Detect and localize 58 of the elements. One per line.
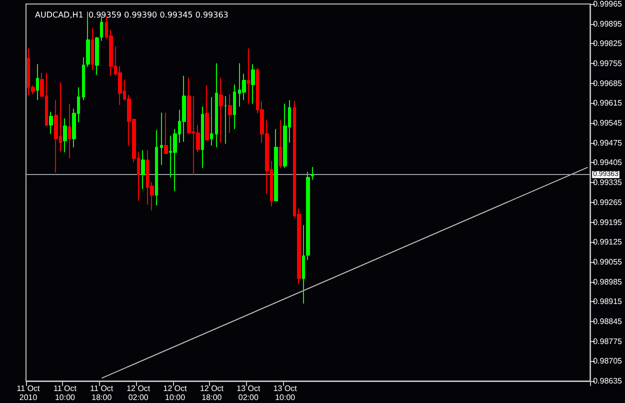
candlestick — [306, 171, 310, 260]
candlestick — [283, 103, 287, 168]
text: AUDCAD,H1 0.99359 0.99390 0.99345 0.99363 — [35, 10, 228, 20]
candlestick — [279, 120, 282, 168]
candlestick — [233, 84, 236, 130]
y-tick-label: 0.99895 — [593, 19, 623, 28]
candlestick — [91, 28, 94, 71]
y-tick-label: 0.98845 — [593, 316, 623, 326]
candlestick — [215, 62, 218, 148]
candlestick — [36, 64, 39, 101]
candlestick — [86, 11, 90, 68]
y-tick-label: 0.99755 — [593, 59, 623, 68]
candlestick — [68, 103, 71, 159]
x-tick-label: 12 Oct 18:00 — [200, 384, 224, 402]
candlestick — [302, 224, 305, 304]
y-tick-label: 0.99475 — [593, 138, 623, 148]
candlestick — [205, 84, 209, 142]
x-tick-label: 12 Oct 02:00 — [126, 384, 151, 402]
x-tick-label: 13 Oct 02:00 — [236, 384, 261, 402]
candlestick — [247, 48, 250, 104]
candlestick — [251, 64, 255, 104]
candlestick — [228, 94, 232, 134]
y-tick-label: 0.98915 — [593, 297, 623, 306]
y-tick-label: 0.99335 — [593, 178, 623, 188]
candlestick — [224, 96, 227, 144]
candlestick — [311, 166, 314, 180]
x-tick-label: 13 Oct 10:00 — [273, 384, 298, 402]
candlestick — [155, 130, 158, 206]
y-tick-label: 0.99195 — [593, 218, 623, 227]
y-tick-label: 0.99685 — [593, 78, 623, 88]
x-tick-label: 12 Oct 10:00 — [163, 384, 188, 402]
y-tick-label: 0.99965 — [593, 0, 623, 8]
candlestick — [95, 36, 99, 76]
x-tick-label: 11 Oct 18:00 — [90, 384, 114, 402]
y-tick-label: 0.98985 — [593, 277, 623, 286]
y-tick-label: 0.99055 — [593, 257, 623, 266]
y-tick-label: 0.99545 — [593, 118, 623, 128]
y-tick-label: 0.98775 — [593, 336, 623, 346]
candlestick — [63, 118, 67, 153]
candlestick — [160, 112, 163, 166]
candlestick — [274, 128, 278, 202]
y-tick-label: 0.98705 — [593, 356, 623, 366]
x-tick-label: 11 Oct 2010 — [16, 384, 41, 402]
candlestick — [82, 56, 85, 101]
candlestick — [141, 150, 145, 190]
candlestick — [49, 111, 53, 134]
candlestick — [219, 77, 223, 144]
candlestick — [182, 75, 186, 142]
y-tick-label: 0.99405 — [593, 158, 623, 168]
y-tick-label: 0.98635 — [593, 376, 623, 386]
candlestick — [164, 112, 168, 155]
candlestick — [201, 106, 204, 168]
y-tick-label: 0.99265 — [593, 198, 623, 207]
y-tick-label: 0.99825 — [593, 39, 623, 48]
x-tick-label: 11 Oct 10:00 — [53, 384, 78, 402]
y-tick-label: 0.99615 — [593, 98, 623, 108]
y-tick-label: 0.99125 — [593, 238, 623, 247]
candlestick — [210, 96, 213, 146]
